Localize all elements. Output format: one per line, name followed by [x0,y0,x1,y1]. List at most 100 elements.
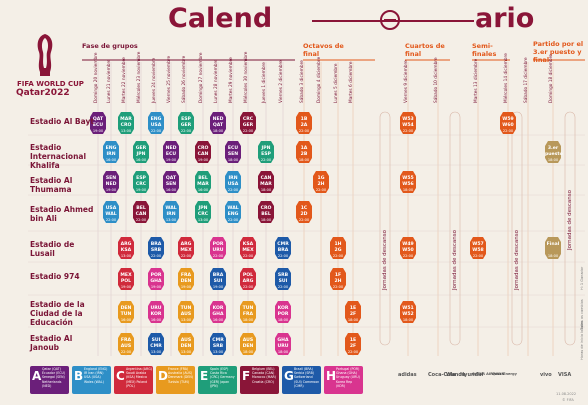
match-card[interactable]: CRO BEL 18:00 [258,199,274,227]
team-a: IRN [228,176,238,181]
match-card[interactable]: BRA SRB 22:00 [148,235,164,263]
match-card[interactable]: POR URU 22:00 [210,235,226,263]
team-a: W57 [472,242,484,247]
match-badge-shape [258,201,274,223]
team-b: USA [227,182,239,187]
match-badge-shape [210,333,226,355]
match-card[interactable]: QAT SEN 16:00 [163,169,179,197]
match-card[interactable]: USA WAL 22:00 [103,199,119,227]
team-a: JPN [198,206,208,211]
match-card[interactable]: W49 W50 22:00 [400,235,416,263]
group-letter: B [74,369,84,383]
kickoff-time: 22:00 [227,218,239,222]
match-card[interactable]: 1C 2D 22:00 [296,199,312,227]
legend-group-card: F Belgium (BEL) Canada (CAN) Morocco (MAR… [240,366,279,394]
match-card[interactable]: ENG USA 22:00 [148,110,164,138]
match-card[interactable]: W55 W56 18:00 [400,169,416,197]
match-card[interactable]: POL ARG 22:00 [240,266,256,294]
side-note: H: 1 Ganador [580,266,584,290]
match-badge-shape [258,171,274,193]
match-card[interactable]: URU KOR 16:00 [148,299,164,327]
match-badge-shape [118,112,134,134]
match-card[interactable]: ESP GER 22:00 [178,110,194,138]
match-card[interactable]: JPN CRC 13:00 [195,199,211,227]
match-badge-shape [240,301,256,323]
match-card[interactable]: ESP CRC 19:00 [133,169,149,197]
match-card[interactable]: 1F 2H 22:00 [330,266,346,294]
team-a: 1A [300,146,308,151]
match-card[interactable]: WAL IRN 13:00 [163,199,179,227]
team-b: WAL [105,212,117,217]
match-card[interactable]: 1H 2G 22:00 [330,235,346,263]
kickoff-time: 13:00 [180,350,192,354]
match-card[interactable]: W53 W54 22:00 [400,110,416,138]
match-card[interactable]: W59 W60 22:00 [500,110,516,138]
match-badge-shape [118,301,134,323]
match-card[interactable]: FRA DEN 19:00 [178,266,194,294]
match-card[interactable]: SUI CMR 13:00 [148,331,164,359]
match-card[interactable]: KSA MEX 22:00 [240,235,256,263]
match-card[interactable]: ENG IRN 16:00 [103,139,119,167]
match-card[interactable]: QAT ECU 19:00 [90,110,106,138]
team-b: 2G [334,248,342,253]
day-label: Domingo 27 noviembre [199,52,204,103]
match-card[interactable]: BEL MAR 16:00 [195,169,211,197]
match-card[interactable]: NED ECU 19:00 [163,139,179,167]
team-a: CMR [212,338,224,343]
match-card[interactable]: FRA AUS 22:00 [118,331,134,359]
match-card[interactable]: 1E 2F 22:00 [345,331,361,359]
team-a: ENG [105,146,117,151]
team-b: 2H [317,182,325,187]
match-card[interactable]: W57 W58 22:00 [470,235,486,263]
match-card[interactable]: NED QAT 18:00 [210,110,226,138]
match-card[interactable]: WAL ENG 22:00 [225,199,241,227]
match-card[interactable]: 1A 2B 18:00 [296,139,312,167]
match-card[interactable]: BEL CAN 22:00 [133,199,149,227]
match-card[interactable]: MEX POL 19:00 [118,266,134,294]
match-card[interactable]: ARG MEX 22:00 [178,235,194,263]
match-card[interactable]: 1G 2H 22:00 [313,169,329,197]
team-a: CRO [197,146,209,151]
match-card[interactable]: CRC GER 22:00 [240,110,256,138]
match-card[interactable]: 1B 2A 22:00 [296,110,312,138]
match-card[interactable]: 1E 2F 18:00 [345,299,361,327]
team-a: WAL [165,206,177,211]
match-card[interactable]: TUN AUS 13:00 [178,299,194,327]
match-card[interactable]: ARG KSA 13:00 [118,235,134,263]
team-b: BRA [277,248,289,253]
venue-name: Estadio 974 [30,272,80,281]
match-badge-shape [225,141,241,163]
match-card[interactable]: SRB SUI 22:00 [275,266,291,294]
team-b: SEN [227,152,239,157]
match-card[interactable]: DEN TUN 16:00 [118,299,134,327]
match-card[interactable]: AUS DEN 13:00 [178,331,194,359]
match-card[interactable]: 3.er puesto 18:00 [545,139,563,167]
kickoff-time: 22:00 [260,158,272,162]
kickoff-time: 22:00 [242,285,254,289]
match-card[interactable]: GER JPN 16:00 [133,139,149,167]
match-card[interactable]: CMR BRA 22:00 [275,235,291,263]
match-card[interactable]: CAN MAR 18:00 [258,169,274,197]
match-card[interactable]: CRO CAN 19:00 [195,139,211,167]
match-card[interactable]: GHA URU 18:00 [275,331,291,359]
match-card[interactable]: SEN NED 19:00 [103,169,119,197]
match-card[interactable]: KOR POR 18:00 [275,299,291,327]
match-card[interactable]: KOR GHA 16:00 [210,299,226,327]
match-card[interactable]: AUS DEN 18:00 [240,331,256,359]
match-card[interactable]: ECU SEN 18:00 [225,139,241,167]
team-b: DEN [180,344,192,349]
match-card[interactable]: CMR SRB 13:00 [210,331,226,359]
match-card[interactable]: W51 W52 18:00 [400,299,416,327]
match-card[interactable]: POR GHA 19:00 [148,266,164,294]
match-badge-shape [400,171,416,193]
match-card[interactable]: JPN ESP 22:00 [258,139,274,167]
day-label: Sábado 17 diciembre [524,57,529,103]
match-card[interactable]: TUN FRA 18:00 [240,299,256,327]
match-card[interactable]: IRN USA 22:00 [225,169,241,197]
team-a: BEL [136,206,146,211]
match-card[interactable]: Final 18:00 [545,235,561,263]
match-card[interactable]: BRA SUI 19:00 [210,266,226,294]
team-a: GER [135,146,147,151]
match-card[interactable]: MAR CRO 13:00 [118,110,134,138]
team-b: MAR [260,182,272,187]
